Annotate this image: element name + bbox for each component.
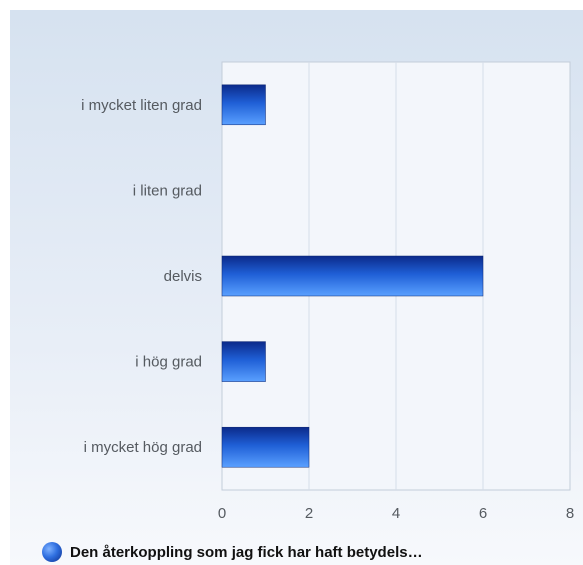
- legend-swatch: [42, 542, 62, 562]
- legend-label: Den återkoppling som jag fick har haft b…: [70, 543, 423, 561]
- bar: [221, 255, 484, 297]
- chart-background: i mycket liten grad i liten grad delvis i h…: [10, 10, 583, 565]
- category-label: delvis: [164, 268, 202, 285]
- category-labels: i mycket liten grad i liten grad delvis i h…: [81, 97, 202, 456]
- bar-chart: i mycket liten grad i liten grad delvis i h…: [81, 61, 574, 522]
- category-label: i mycket hög grad: [84, 439, 202, 456]
- x-tick-label: 4: [392, 505, 400, 522]
- x-tick-label: 6: [479, 505, 487, 522]
- bar: [221, 84, 266, 126]
- x-tick-label: 8: [566, 505, 574, 522]
- legend: Den återkoppling som jag fick har haft b…: [42, 541, 423, 563]
- bar: [221, 426, 310, 468]
- x-tick-labels: 0 2 4 6 8: [218, 505, 574, 522]
- category-label: i liten grad: [133, 182, 202, 199]
- bar: [221, 341, 266, 382]
- x-tick-label: 2: [305, 505, 313, 522]
- bars: [221, 84, 484, 468]
- x-tick-label: 0: [218, 505, 226, 522]
- category-label: i hög grad: [135, 354, 202, 371]
- category-label: i mycket liten grad: [81, 97, 202, 114]
